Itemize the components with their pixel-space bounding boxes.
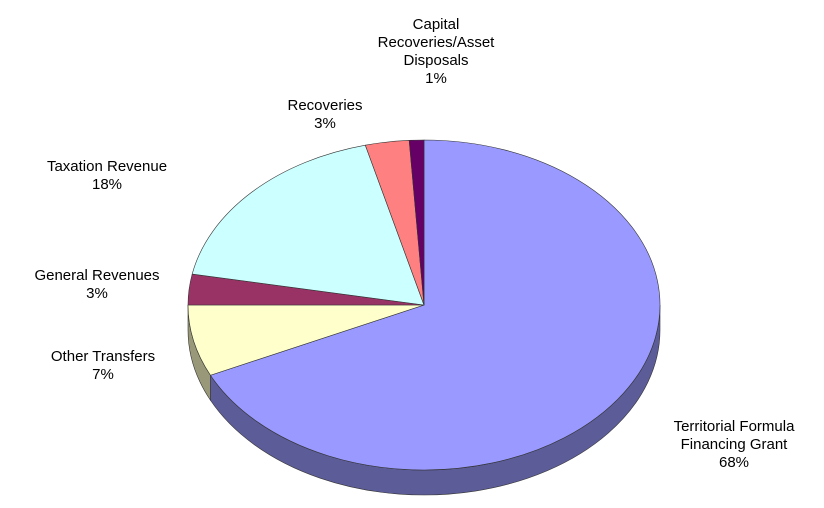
value-label: 7% — [92, 366, 114, 383]
slice — [187, 304, 425, 376]
slice-label: Capital Recoveries/Asset Disposals 1% — [371, 16, 501, 88]
value-label: 18% — [91, 176, 123, 193]
slice-label: Recoveries 3% — [225, 97, 425, 133]
slice — [191, 144, 425, 306]
value-label: 3% — [86, 285, 108, 302]
value-label: 3% — [314, 115, 336, 132]
category-name: General Revenues — [34, 267, 160, 284]
category-name: Territorial Formula Financing Grant — [673, 418, 795, 453]
value-label: 68% — [718, 454, 750, 471]
category-name: Recoveries — [287, 97, 363, 114]
category-name: Other Transfers — [50, 348, 156, 365]
slice-label: Territorial Formula Financing Grant 68% — [664, 418, 804, 472]
slice-label: General Revenues 3% — [0, 267, 197, 303]
value-label: 1% — [425, 70, 447, 87]
category-name: Capital Recoveries/Asset Disposals — [377, 16, 495, 69]
slice-label: Taxation Revenue 18% — [7, 158, 207, 194]
slice — [408, 139, 425, 306]
category-name: Taxation Revenue — [46, 158, 168, 175]
slice-label: Other Transfers 7% — [3, 348, 203, 384]
slice — [209, 139, 661, 471]
